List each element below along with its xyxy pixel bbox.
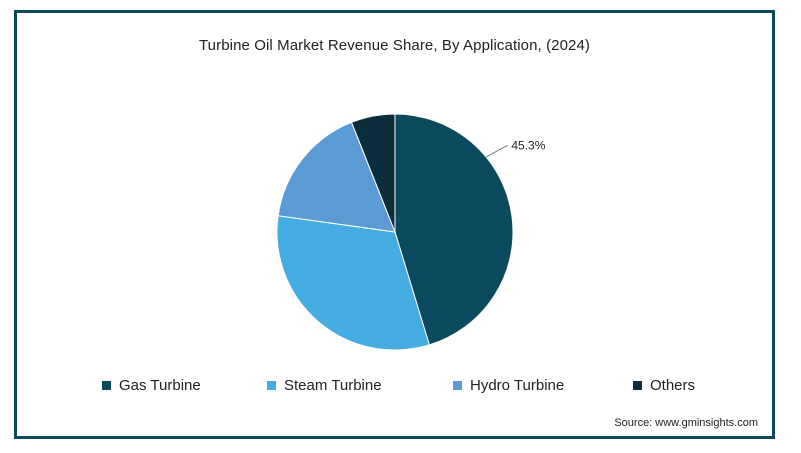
legend-item-gas-turbine: Gas Turbine [102, 375, 201, 395]
legend-swatch [453, 380, 462, 390]
legend-label: Others [650, 376, 696, 394]
data-label-leader-line [485, 145, 508, 158]
chart-title: Turbine Oil Market Revenue Share, By App… [198, 37, 591, 54]
legend-label: Steam Turbine [284, 376, 382, 394]
legend-swatch [633, 380, 642, 390]
pie-chart: 45.3% [276, 113, 546, 351]
legend-label: Hydro Turbine [470, 376, 565, 394]
legend-item-hydro-turbine: Hydro Turbine [453, 375, 564, 395]
legend-label: Gas Turbine [119, 376, 201, 394]
chart-legend: Gas Turbine Steam Turbine Hydro Turbine Oth… [17, 375, 772, 395]
chart-frame: Turbine Oil Market Revenue Share, By App… [14, 10, 775, 439]
data-label: 45.3% [511, 138, 545, 152]
legend-item-others: Others [633, 375, 695, 395]
pie-slice-others [350, 113, 396, 233]
pie-slice-hydro-turbine [277, 121, 396, 233]
legend-swatch [102, 380, 111, 390]
legend-item-steam-turbine: Steam Turbine [267, 375, 382, 395]
pie-slice-gas-turbine [394, 113, 514, 346]
source-note: Source: www.gminsights.com [614, 417, 758, 429]
pie-slice-steam-turbine [276, 215, 430, 351]
legend-swatch [267, 380, 276, 390]
